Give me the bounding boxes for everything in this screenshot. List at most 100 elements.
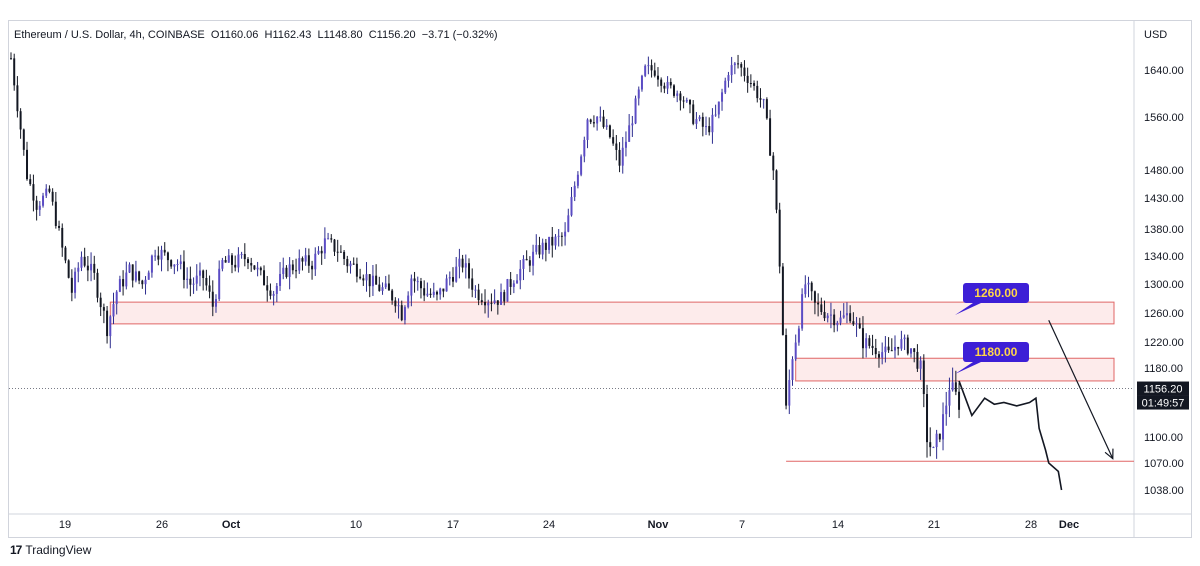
- candle-body: [330, 238, 333, 240]
- candle-body: [551, 236, 554, 246]
- candle-body: [503, 292, 506, 302]
- candle-body: [365, 274, 368, 281]
- candle-body: [397, 305, 400, 307]
- candle-body: [906, 337, 909, 354]
- candle-body: [368, 274, 371, 287]
- candle-body: [343, 251, 346, 259]
- candle-body: [861, 328, 864, 349]
- candle-body: [705, 126, 708, 128]
- candle-body: [855, 323, 858, 325]
- candle-body: [605, 125, 608, 127]
- candle-body: [692, 104, 695, 124]
- candle-body: [218, 268, 221, 300]
- candle-body: [679, 93, 682, 101]
- candle-body: [858, 323, 861, 329]
- candle-body: [128, 264, 131, 273]
- candle-body: [576, 174, 579, 186]
- candle-body: [439, 288, 442, 295]
- candle-body: [400, 305, 403, 321]
- candle-body: [730, 65, 733, 76]
- candle-body: [689, 99, 692, 105]
- candle-body: [589, 119, 592, 123]
- y-tick-label: 1180.00: [1144, 363, 1183, 375]
- candle-body: [826, 315, 829, 319]
- zone-callout-label: 1180.00: [975, 345, 1018, 359]
- candle-body: [592, 122, 595, 124]
- candle-body: [182, 261, 185, 280]
- candle-body: [833, 314, 836, 326]
- candle-body: [650, 65, 653, 71]
- candle-body: [945, 405, 948, 415]
- candle-body: [375, 275, 378, 285]
- candle-body: [477, 289, 480, 301]
- candle-body: [179, 261, 182, 265]
- candle-body: [759, 98, 762, 100]
- candle-body: [932, 447, 935, 449]
- candle-body: [419, 281, 422, 289]
- candle-body: [656, 75, 659, 80]
- candle-body: [64, 247, 67, 261]
- candle-body: [942, 414, 945, 440]
- candle-body: [544, 242, 547, 250]
- candle-body: [77, 267, 80, 272]
- footer: 17 TradingView: [10, 543, 91, 557]
- candle-body: [666, 81, 669, 89]
- candle-body: [195, 275, 198, 284]
- candle-body: [138, 271, 141, 281]
- candle-body: [910, 348, 913, 354]
- candle-body: [660, 79, 663, 86]
- candle-body: [522, 258, 525, 269]
- brand-name[interactable]: TradingView: [25, 543, 92, 557]
- y-tick-label: 1380.00: [1144, 224, 1184, 236]
- candle-body: [698, 116, 701, 120]
- candle-body: [19, 111, 22, 130]
- candle-body: [256, 267, 259, 270]
- legend-high: H1162.43: [264, 29, 312, 41]
- candle-body: [432, 291, 435, 295]
- candle-body: [359, 276, 362, 279]
- candle-body: [500, 292, 503, 305]
- candle-body: [701, 116, 704, 127]
- candle-body: [935, 433, 938, 448]
- candle-body: [695, 119, 698, 124]
- x-tick-label: Dec: [1059, 519, 1079, 531]
- candle-body: [954, 382, 957, 392]
- candle-body: [631, 123, 634, 126]
- candle-body: [717, 101, 720, 115]
- candle-body: [429, 293, 432, 295]
- y-tick-label: 1220.00: [1144, 337, 1184, 349]
- candle-body: [144, 279, 147, 285]
- candle-body: [493, 300, 496, 304]
- zone-callout-box: [963, 342, 1029, 362]
- x-tick-label: 17: [447, 519, 459, 531]
- candle-body: [35, 200, 38, 210]
- candle-body: [186, 278, 189, 280]
- candle-body: [506, 279, 509, 302]
- candle-body: [455, 266, 458, 282]
- candle-body: [221, 260, 224, 269]
- candle-body: [320, 250, 323, 254]
- candle-body: [903, 337, 906, 340]
- candle-body: [929, 442, 932, 448]
- y-tick-label: 1260.00: [1144, 308, 1184, 320]
- candle-body: [721, 92, 724, 102]
- candle-body: [842, 315, 845, 318]
- candle-body: [93, 263, 96, 273]
- zone-callout-pointer: [955, 303, 981, 315]
- x-tick-label: 24: [543, 519, 555, 531]
- candle-body: [548, 236, 551, 250]
- candle-body: [285, 267, 288, 277]
- candle-body: [22, 129, 25, 150]
- candle-body: [845, 313, 848, 316]
- candle-body: [109, 316, 112, 337]
- candle-body: [275, 285, 278, 294]
- candle-body: [307, 255, 310, 266]
- candle-body: [711, 114, 714, 133]
- candle-body: [612, 137, 615, 144]
- candle-body: [86, 265, 89, 271]
- candle-body: [173, 264, 176, 267]
- candle-body: [897, 346, 900, 349]
- candle-body: [640, 75, 643, 90]
- candle-body: [448, 277, 451, 279]
